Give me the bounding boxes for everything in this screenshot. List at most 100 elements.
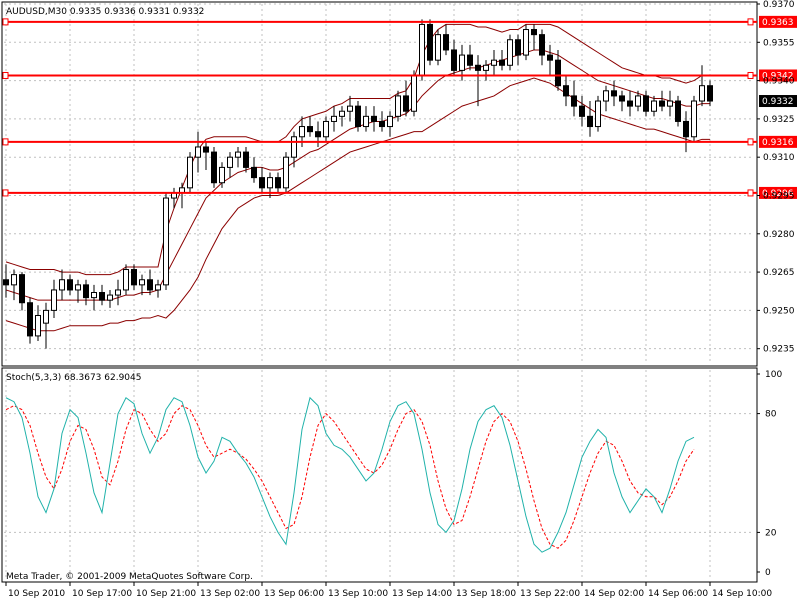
- candle: [499, 49, 505, 71]
- candle-body: [139, 279, 145, 286]
- candle-body: [507, 39, 513, 66]
- price-level-handle: [747, 71, 754, 79]
- candle: [131, 264, 137, 290]
- candle: [19, 272, 25, 311]
- candle-body: [531, 29, 537, 36]
- candle-body: [195, 146, 201, 158]
- candle: [35, 305, 41, 342]
- candle-body: [667, 100, 673, 107]
- candle: [251, 157, 257, 183]
- candle-body: [595, 100, 601, 128]
- bollinger-lower-line: [5, 77, 710, 332]
- candle: [531, 24, 537, 50]
- candle: [563, 75, 569, 107]
- candles: [3, 19, 713, 349]
- candle: [667, 90, 673, 117]
- candle: [275, 172, 281, 193]
- candle: [99, 284, 105, 306]
- candle: [443, 24, 449, 56]
- candle-body: [51, 289, 57, 311]
- price-tick-label: 0.9370: [763, 0, 795, 10]
- candle: [611, 80, 617, 107]
- candle: [51, 279, 57, 319]
- candle: [307, 116, 313, 137]
- candle-body: [435, 34, 441, 61]
- candle-body: [691, 100, 697, 138]
- candle: [163, 192, 169, 290]
- time-tick-label: 13 Sep 14:00: [392, 589, 452, 599]
- candle: [283, 152, 289, 193]
- price-pane-frame: [1, 1, 758, 367]
- candle: [147, 269, 153, 296]
- candle: [387, 111, 393, 137]
- candle-body: [123, 269, 129, 291]
- candle-body: [275, 177, 281, 189]
- stochastic-axis: 100 80 20 0: [757, 370, 782, 578]
- stochastic-pane[interactable]: 100 80 20 0 Stoch(5,3,3) 68.3673 62.9045 Me…: [1, 367, 782, 583]
- candle-body: [459, 54, 465, 71]
- candle-body: [27, 302, 33, 337]
- time-tick-label: 10 Sep 21:00: [136, 589, 196, 599]
- stochastic-tick-label: 20: [765, 528, 777, 538]
- price-level-tag-label: 0.9363: [762, 18, 794, 28]
- candle: [579, 95, 585, 127]
- candle: [411, 70, 417, 117]
- candle: [651, 95, 657, 117]
- candle-body: [563, 85, 569, 97]
- candle: [291, 131, 297, 168]
- candle-body: [403, 95, 409, 112]
- candle-body: [115, 289, 121, 296]
- candle: [219, 162, 225, 188]
- stochastic-tick-label: 0: [765, 568, 771, 578]
- candle-body: [659, 100, 665, 107]
- time-axis: 10 Sep 2010 10 Sep 17:00 10 Sep 21:00 13 Se…: [5, 582, 772, 599]
- price-tick-label: 0.9280: [763, 230, 795, 240]
- candle-body: [395, 95, 401, 117]
- candle: [619, 90, 625, 112]
- candle-body: [443, 34, 449, 51]
- candle-body: [251, 166, 257, 179]
- price-level-tag-label: 0.9296: [762, 189, 794, 199]
- candle: [203, 141, 209, 170]
- candle: [43, 302, 49, 349]
- candle-body: [211, 151, 217, 184]
- stochastic-lines: [5, 396, 695, 553]
- candle-body: [323, 120, 329, 138]
- price-level-tag: [759, 186, 797, 199]
- price-level-handle: [747, 189, 754, 197]
- horizontal-lines[interactable]: 0.9363 0.9342 0.9316 0.9296: [2, 15, 797, 199]
- stochastic-tick-label: 80: [765, 410, 777, 420]
- candle-body: [147, 279, 153, 291]
- candle: [603, 85, 609, 112]
- time-tick-label: 13 Sep 18:00: [456, 589, 516, 599]
- price-level-handle: [747, 18, 754, 26]
- price-level-handle: [2, 18, 9, 26]
- candle: [227, 152, 233, 178]
- price-tick-label: 0.9235: [763, 345, 795, 355]
- candle: [539, 29, 545, 66]
- candle-body: [411, 74, 417, 112]
- candle: [67, 274, 73, 296]
- price-level-tag: [759, 135, 797, 148]
- candle: [635, 90, 641, 112]
- time-tick-label: 10 Sep 17:00: [72, 589, 132, 599]
- candle: [395, 90, 401, 122]
- candle-body: [99, 292, 105, 301]
- time-tick-label: 14 Sep 10:00: [712, 589, 772, 599]
- price-level-tag-label: 0.9316: [762, 138, 794, 148]
- copyright-text: Meta Trader, © 2001-2009 MetaQuotes Soft…: [6, 572, 253, 582]
- price-axis: 0.93700.93550.93400.93250.93100.92950.92…: [757, 0, 797, 355]
- candle-body: [3, 279, 9, 286]
- candle: [403, 80, 409, 117]
- candle-body: [339, 110, 345, 117]
- candle: [627, 90, 633, 117]
- stochastic-main-line: [5, 396, 695, 553]
- candle-body: [203, 146, 209, 153]
- candle-body: [291, 136, 297, 158]
- candle-body: [19, 274, 25, 304]
- candle-body: [347, 105, 353, 112]
- candle: [59, 269, 65, 301]
- candle-body: [515, 39, 521, 56]
